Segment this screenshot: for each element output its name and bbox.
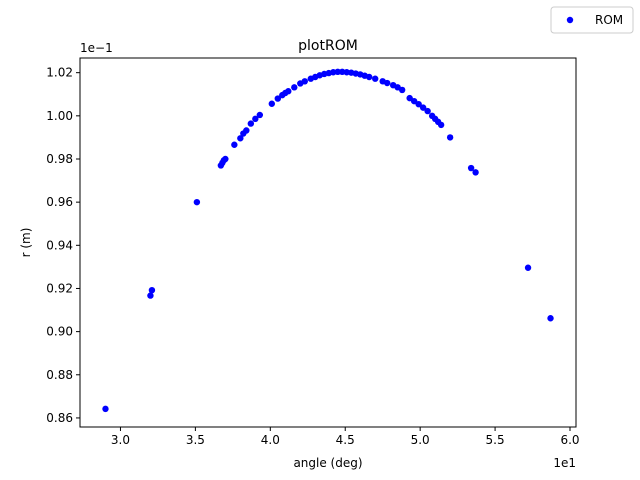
plot-frame — [79, 57, 577, 428]
data-point — [243, 127, 250, 134]
x-axis-offset-label: 1e1 — [553, 456, 576, 470]
data-point — [366, 73, 373, 81]
data-point — [256, 111, 264, 119]
x-tick-label: 5.0 — [411, 433, 430, 447]
data-point — [252, 115, 259, 123]
data-point — [237, 135, 244, 142]
data-point — [102, 405, 109, 413]
y-tick-label: 0.88 — [46, 368, 73, 382]
y-tick-label: 1.02 — [46, 66, 73, 80]
data-point — [398, 86, 406, 94]
data-point — [301, 78, 308, 85]
y-tick-label: 0.90 — [46, 325, 73, 339]
y-axis-ticks: 0.86 0.88 0.90 0.92 0.94 0.96 0.98 1.00 1.02 — [46, 66, 80, 425]
x-axis-label: angle (deg) — [293, 456, 362, 470]
x-tick-label: 3.5 — [186, 433, 205, 447]
data-point — [334, 68, 341, 76]
legend-box — [550, 6, 634, 34]
data-point — [424, 107, 431, 115]
y-tick-label: 0.86 — [46, 411, 73, 425]
x-tick-label: 5.5 — [486, 433, 505, 447]
data-point — [467, 164, 475, 172]
legend-marker — [566, 16, 574, 24]
data-point — [274, 95, 282, 102]
data-point — [193, 198, 201, 206]
data-point — [147, 292, 154, 299]
data-point — [446, 134, 454, 141]
y-tick-label: 1.00 — [46, 109, 73, 123]
data-point — [372, 75, 379, 82]
y-axis-label: r (m) — [19, 228, 33, 258]
data-point — [291, 84, 298, 91]
data-point — [547, 315, 554, 322]
data-point — [247, 120, 255, 127]
chart-title: plotROM — [298, 38, 358, 54]
y-axis-offset-label: 1e−1 — [80, 41, 113, 55]
data-point — [419, 104, 427, 111]
data-point — [285, 88, 292, 95]
data-point — [472, 169, 479, 176]
x-axis-ticks: 3.0 3.5 4.0 4.5 5.0 5.5 6.0 — [111, 427, 580, 447]
plot-area — [80, 58, 576, 427]
data-point — [415, 100, 422, 108]
x-tick-label: 3.0 — [111, 433, 130, 447]
data-point — [410, 97, 418, 105]
data-point — [437, 121, 445, 129]
data-point — [222, 155, 229, 163]
y-tick-label: 0.98 — [46, 152, 73, 166]
data-point — [148, 286, 156, 294]
x-tick-label: 6.0 — [560, 433, 579, 447]
x-tick-label: 4.0 — [261, 433, 280, 447]
data-point — [268, 100, 276, 107]
y-tick-label: 0.96 — [46, 195, 73, 209]
data-point — [524, 264, 532, 271]
x-tick-label: 4.5 — [336, 433, 355, 447]
data-points — [102, 68, 554, 413]
data-point — [231, 141, 238, 148]
y-tick-label: 0.94 — [46, 238, 73, 252]
data-point — [383, 79, 391, 87]
y-tick-label: 0.92 — [46, 281, 73, 295]
legend: ROM — [550, 6, 634, 34]
data-point — [406, 94, 413, 102]
legend-label: ROM — [595, 13, 623, 27]
